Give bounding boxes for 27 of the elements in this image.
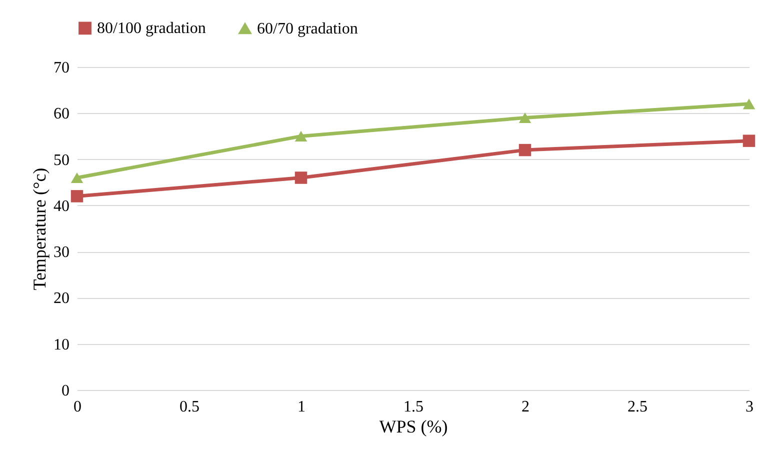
y-tick-label: 0 [62, 382, 70, 400]
y-tick-label: 30 [54, 244, 70, 262]
point [518, 112, 532, 124]
point [70, 190, 84, 202]
point [742, 98, 756, 110]
y-tick-label: 60 [54, 106, 70, 123]
point [294, 130, 308, 142]
x-tick-label: 0.5 [180, 398, 200, 416]
x-tick-label: 1.5 [404, 398, 424, 416]
x-tick-label: 2.5 [628, 398, 648, 416]
x-tick-label: 2 [522, 398, 530, 416]
legend-label: 80/100 gradation [97, 20, 206, 38]
y-tick-label: 50 [54, 152, 70, 169]
y-tick-label: 20 [54, 290, 70, 308]
y-tick-label: 40 [54, 198, 70, 215]
x-tick-label: 1 [298, 398, 306, 416]
x-tick-label: 3 [746, 398, 754, 416]
legend-label: 60/70 gradation [257, 20, 358, 38]
y-axis-title: Temperature (°c) [30, 168, 50, 290]
y-tick-label: 10 [54, 336, 70, 354]
point [70, 172, 84, 184]
point [294, 172, 308, 184]
point [518, 144, 532, 156]
y-tick-label: 70 [54, 60, 70, 76]
x-axis-title: WPS (%) [379, 416, 448, 436]
x-tick-label: 0 [74, 398, 82, 416]
point [742, 134, 756, 147]
